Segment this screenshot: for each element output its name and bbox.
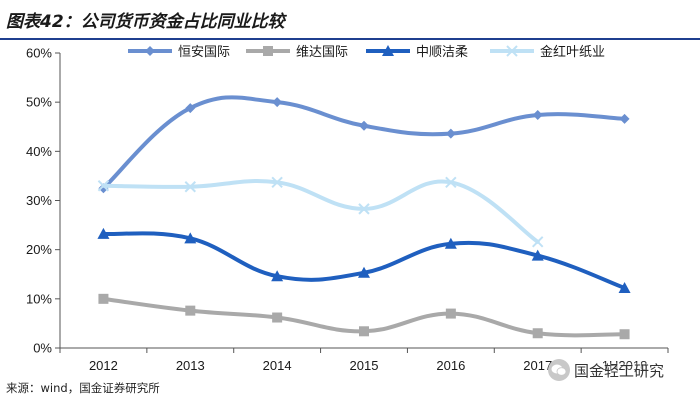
legend-item-4: 金红叶纸业 — [490, 44, 605, 60]
data-point — [532, 236, 544, 248]
title-bar: 图表42：公司货币资金占比同业比较 — [0, 0, 700, 40]
y-tick-label: 50% — [26, 95, 52, 110]
watermark-text: 国金轻工研究 — [574, 361, 665, 380]
x-tick-label: 2014 — [263, 358, 292, 373]
data-point — [619, 329, 630, 340]
legend-marker — [145, 46, 155, 56]
data-point — [185, 305, 196, 316]
data-point — [97, 180, 110, 192]
data-point — [445, 128, 456, 139]
data-point — [445, 308, 456, 319]
y-tick-label: 40% — [26, 144, 52, 159]
legend-marker — [506, 45, 518, 57]
x-tick-label: 2017 — [523, 358, 552, 373]
legend-label: 金红叶纸业 — [540, 44, 605, 60]
series-4 — [97, 176, 544, 248]
data-point — [532, 328, 543, 339]
data-point — [272, 97, 283, 108]
y-tick-label: 0% — [33, 341, 52, 356]
series-3 — [97, 227, 631, 294]
x-tick-label: 2013 — [176, 358, 205, 373]
data-point — [445, 176, 457, 189]
data-point — [532, 109, 543, 120]
source-note: 来源：wind，国金证券研究所 — [6, 381, 160, 395]
y-tick-label: 60% — [26, 46, 52, 61]
line-chart: 恒安国际 维达国际 中顺洁柔 金红叶纸业 0% 10% 20% 30% 40% 50% 60% 20… — [26, 44, 669, 373]
series-line — [101, 95, 627, 191]
series-line — [101, 179, 540, 244]
axes: 0% 10% 20% 30% 40% 50% 60% 2012 2013 2014 2015 2016… — [26, 46, 669, 373]
x-tick-label: 2012 — [89, 358, 118, 373]
x-tick-label: 2015 — [350, 358, 379, 373]
data-point — [98, 293, 109, 304]
x-tick-label: 2016 — [436, 358, 465, 373]
legend-marker — [263, 46, 273, 56]
series-group — [97, 95, 631, 340]
data-point — [531, 249, 544, 261]
data-point — [444, 237, 457, 249]
legend: 恒安国际 维达国际 中顺洁柔 金红叶纸业 — [128, 44, 605, 60]
legend-label: 中顺洁柔 — [416, 45, 468, 60]
data-point — [358, 203, 370, 215]
data-point — [359, 120, 369, 131]
wechat-icon — [548, 359, 570, 381]
y-tick-label: 10% — [26, 291, 52, 306]
chart-title: 图表42：公司货币资金占比同业比较 — [6, 12, 285, 32]
legend-label: 恒安国际 — [178, 45, 230, 60]
x-tick-label: 1H2018 — [602, 358, 648, 373]
legend-marker — [382, 45, 394, 56]
series-2 — [98, 293, 630, 340]
series-line — [101, 231, 627, 291]
legend-item-1: 恒安国际 — [128, 45, 230, 60]
legend-item-3: 中顺洁柔 — [366, 45, 468, 60]
data-point — [619, 113, 630, 124]
y-tick-label: 20% — [26, 242, 52, 257]
watermark: 国金轻工研究 — [548, 356, 664, 384]
series-1 — [98, 95, 630, 194]
data-point — [359, 326, 369, 337]
data-point — [618, 282, 631, 294]
legend-item-2: 维达国际 — [246, 45, 348, 60]
data-point — [358, 266, 370, 278]
y-tick-label: 30% — [26, 193, 52, 208]
data-point — [184, 181, 196, 193]
legend-label: 维达国际 — [296, 45, 348, 60]
data-point — [184, 232, 197, 244]
data-point — [271, 270, 284, 282]
data-point — [97, 227, 110, 239]
data-point — [271, 176, 283, 189]
data-point — [272, 312, 283, 323]
data-point — [185, 103, 196, 114]
